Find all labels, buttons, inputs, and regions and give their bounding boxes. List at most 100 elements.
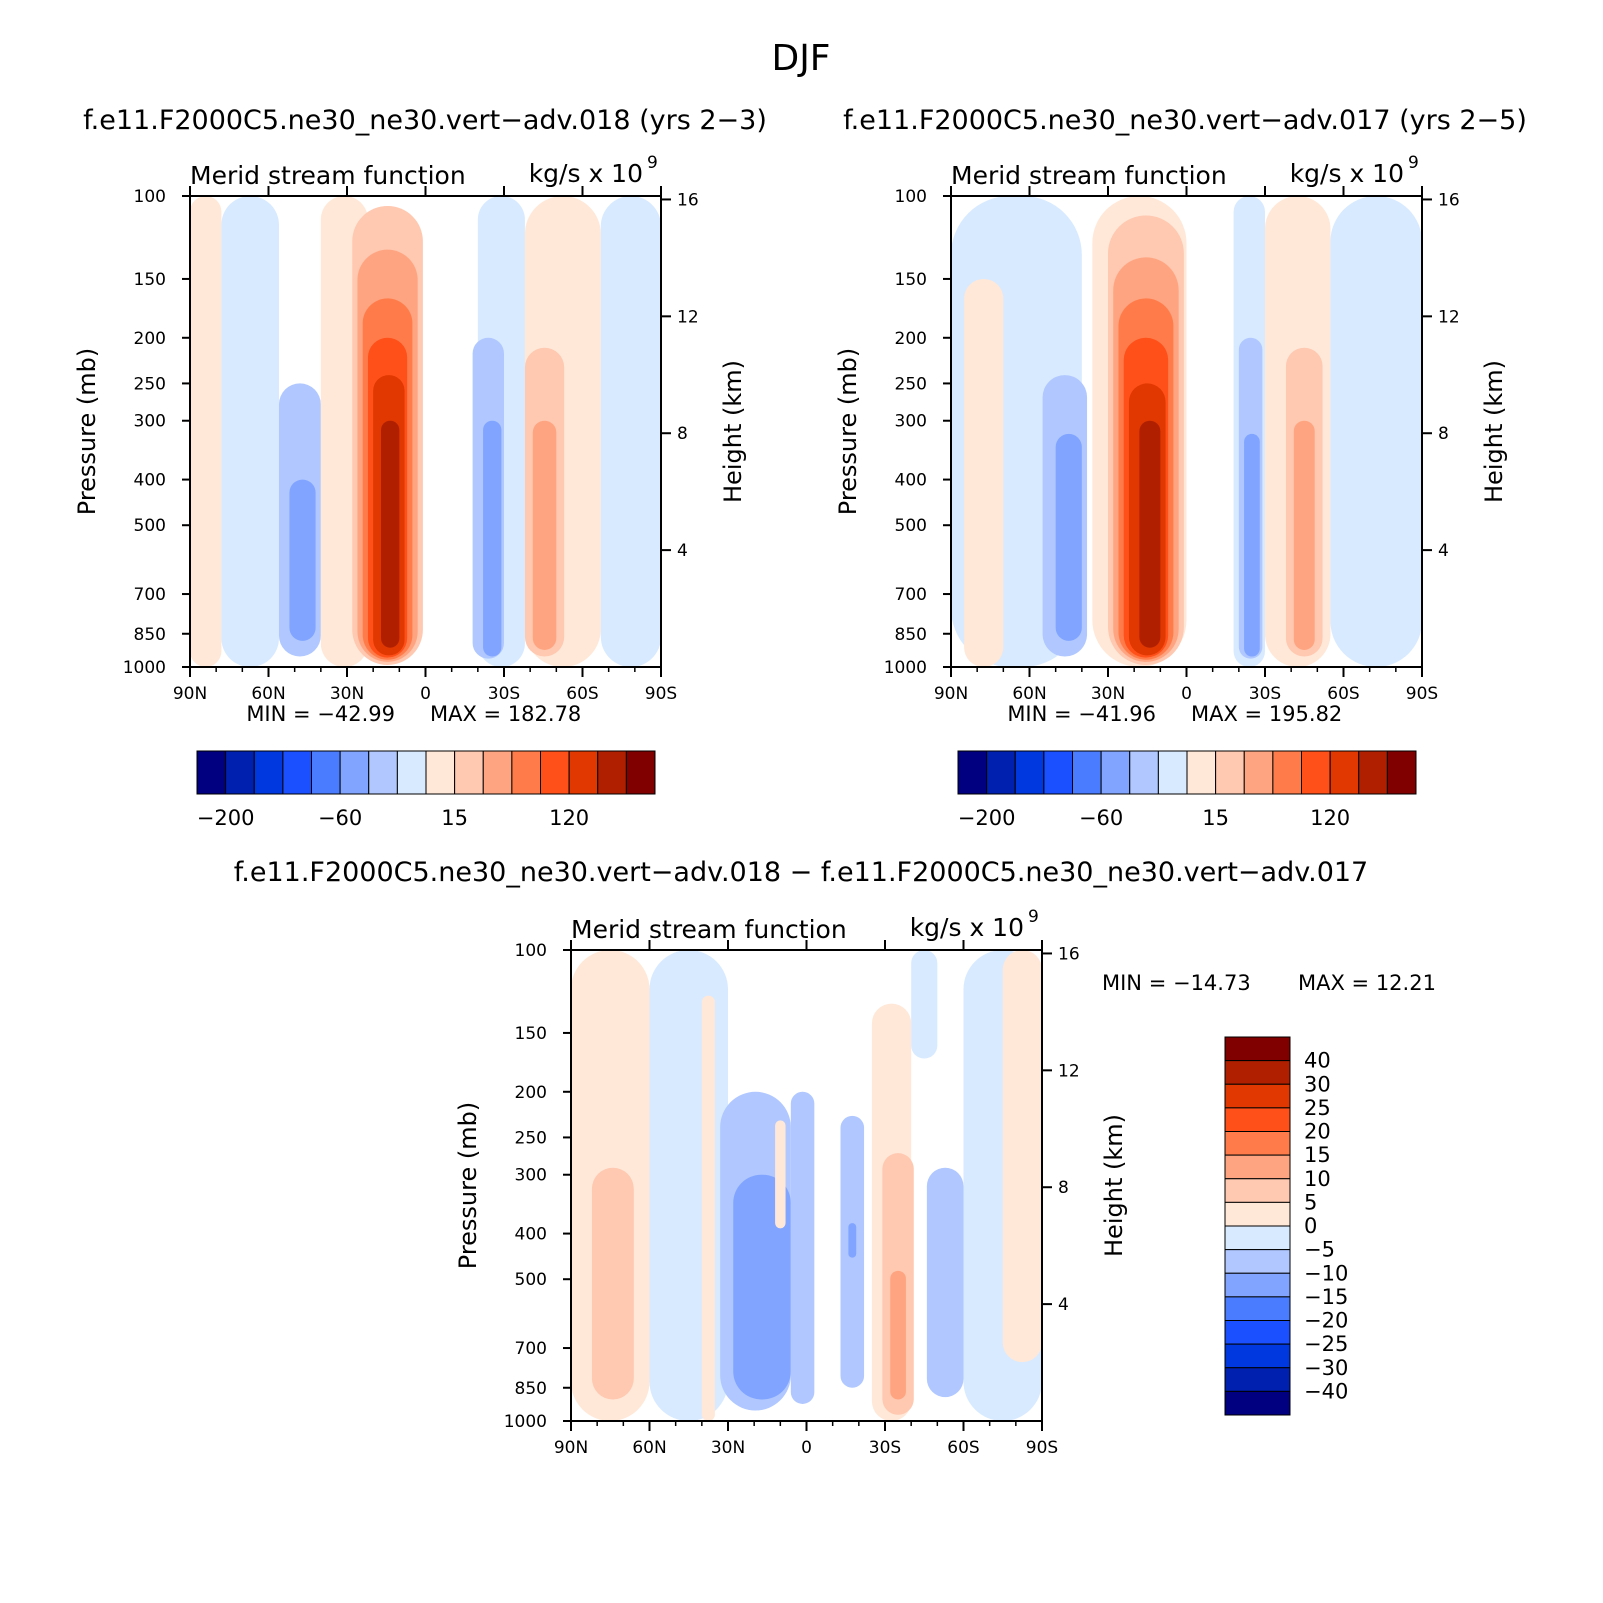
y-tick-label: 700 xyxy=(134,585,166,605)
colorbar-box xyxy=(1129,750,1159,795)
y-tick-label: 200 xyxy=(134,329,166,349)
colorbar-label: 10 xyxy=(1304,1167,1331,1191)
colorbar-box xyxy=(1224,1320,1291,1345)
colorbar-box xyxy=(1224,1178,1291,1203)
colorbar-label: −20 xyxy=(1304,1309,1348,1333)
x-tick-label: 30S xyxy=(1249,684,1281,704)
y-tick-label: 1000 xyxy=(504,1412,547,1432)
colorbar-label: 5 xyxy=(1304,1190,1317,1214)
colorbar-box xyxy=(1224,1036,1291,1062)
contour-fills xyxy=(190,196,661,667)
y2-tick-label: 16 xyxy=(1438,190,1460,210)
min-value: MIN = −41.96 xyxy=(1007,702,1156,726)
colorbar-box xyxy=(1224,1390,1291,1416)
colorbar-label: 30 xyxy=(1304,1072,1331,1096)
y-tick-label: 700 xyxy=(515,1339,547,1359)
left-label: Merid stream function xyxy=(190,161,466,190)
y-tick-label: 400 xyxy=(134,471,166,491)
y2-axis-title: Height (km) xyxy=(1100,1114,1128,1257)
contour-region xyxy=(1244,433,1260,657)
y2-axis-title: Height (km) xyxy=(1480,360,1508,503)
colorbar-box xyxy=(1043,750,1073,795)
colorbar-box xyxy=(253,750,284,795)
panel-1: Merid stream function kg/s x 10 9 90N 60N 30N… xyxy=(73,153,747,830)
y2-tick-label: 12 xyxy=(1438,307,1460,327)
colorbar-box xyxy=(1224,1060,1291,1085)
y-tick-label: 100 xyxy=(895,187,927,207)
colorbar-box xyxy=(1224,1367,1291,1392)
x-tick-label: 90N xyxy=(554,1438,588,1458)
y2-tick-label: 8 xyxy=(677,424,688,444)
contour-fills xyxy=(571,950,1042,1421)
y-axis-title: Pressure (mb) xyxy=(834,348,862,515)
y-tick-label: 400 xyxy=(895,471,927,491)
colorbar-box xyxy=(957,750,988,795)
colorbar: −200 −60 15 120 xyxy=(196,750,656,830)
colorbar-box xyxy=(196,750,227,795)
colorbar-label: −200 xyxy=(197,806,255,830)
colorbar-label: 40 xyxy=(1304,1049,1331,1073)
colorbar-box xyxy=(1358,750,1388,795)
colorbar-label: −200 xyxy=(958,806,1016,830)
colorbar-label: −15 xyxy=(1304,1285,1348,1309)
colorbar-box xyxy=(540,750,570,795)
colorbar-box xyxy=(1157,750,1188,795)
y2-tick-label: 16 xyxy=(1058,944,1080,964)
y-tick-label: 500 xyxy=(515,1270,547,1290)
colorbar: −200 −60 15 120 xyxy=(957,750,1417,830)
contour-region xyxy=(911,950,938,1059)
y2-tick-label: 4 xyxy=(1438,541,1449,561)
colorbar-box xyxy=(1072,750,1102,795)
contour-region xyxy=(483,420,502,657)
y2-tick-label: 12 xyxy=(677,307,699,327)
y2-tick-label: 4 xyxy=(1058,1295,1069,1315)
diff-title: f.e11.F2000C5.ne30_ne30.vert−adv.018 − f… xyxy=(234,857,1369,888)
colorbar-box xyxy=(1224,1131,1291,1156)
x-tick-label: 30N xyxy=(330,684,364,704)
units-exponent: 9 xyxy=(1028,907,1039,927)
colorbar-box xyxy=(1224,1083,1291,1109)
colorbar-label: −5 xyxy=(1304,1238,1335,1262)
contour-region xyxy=(591,1167,634,1400)
x-tick-label: 60N xyxy=(632,1438,666,1458)
contour-region xyxy=(926,1167,964,1398)
contour-region xyxy=(1002,950,1042,1363)
colorbar-box xyxy=(396,750,427,795)
x-tick-label: 90N xyxy=(173,684,207,704)
y-tick-label: 300 xyxy=(895,412,927,432)
x-tick-label: 60S xyxy=(566,684,598,704)
colorbar-box xyxy=(1329,750,1360,795)
colorbar-box xyxy=(1224,1154,1291,1180)
y-tick-label: 1000 xyxy=(123,658,166,678)
contour-region xyxy=(790,1091,815,1404)
y-tick-label: 100 xyxy=(134,187,166,207)
colorbar-box xyxy=(339,750,370,795)
colorbar-label: 25 xyxy=(1304,1096,1331,1120)
colorbar-box xyxy=(597,750,627,795)
y-tick-label: 250 xyxy=(895,374,927,394)
x-tick-label: 90S xyxy=(1406,684,1438,704)
contour-region xyxy=(848,1223,857,1258)
contour-fills xyxy=(951,196,1422,667)
min-value: MIN = −14.73 xyxy=(1102,971,1251,995)
x-tick-label: 60S xyxy=(1327,684,1359,704)
colorbar-label: 120 xyxy=(549,806,589,830)
contour-region xyxy=(221,196,279,667)
x-tick-label: 60N xyxy=(251,684,285,704)
contour-region xyxy=(190,196,222,667)
x-tick-label: 0 xyxy=(420,684,431,704)
colorbar-box xyxy=(986,750,1016,795)
colorbar-box xyxy=(1215,750,1245,795)
y-tick-label: 700 xyxy=(895,585,927,605)
y-tick-label: 150 xyxy=(134,270,166,290)
colorbar-label: −30 xyxy=(1304,1356,1348,1380)
contour-region xyxy=(381,420,400,648)
contour-region xyxy=(649,950,728,1421)
colorbar-box xyxy=(1224,1201,1291,1227)
colorbar-box xyxy=(1301,750,1331,795)
colorbar-box xyxy=(625,750,656,795)
x-tick-label: 0 xyxy=(801,1438,812,1458)
colorbar-box xyxy=(1224,1343,1291,1369)
colorbar-box xyxy=(1224,1225,1291,1251)
